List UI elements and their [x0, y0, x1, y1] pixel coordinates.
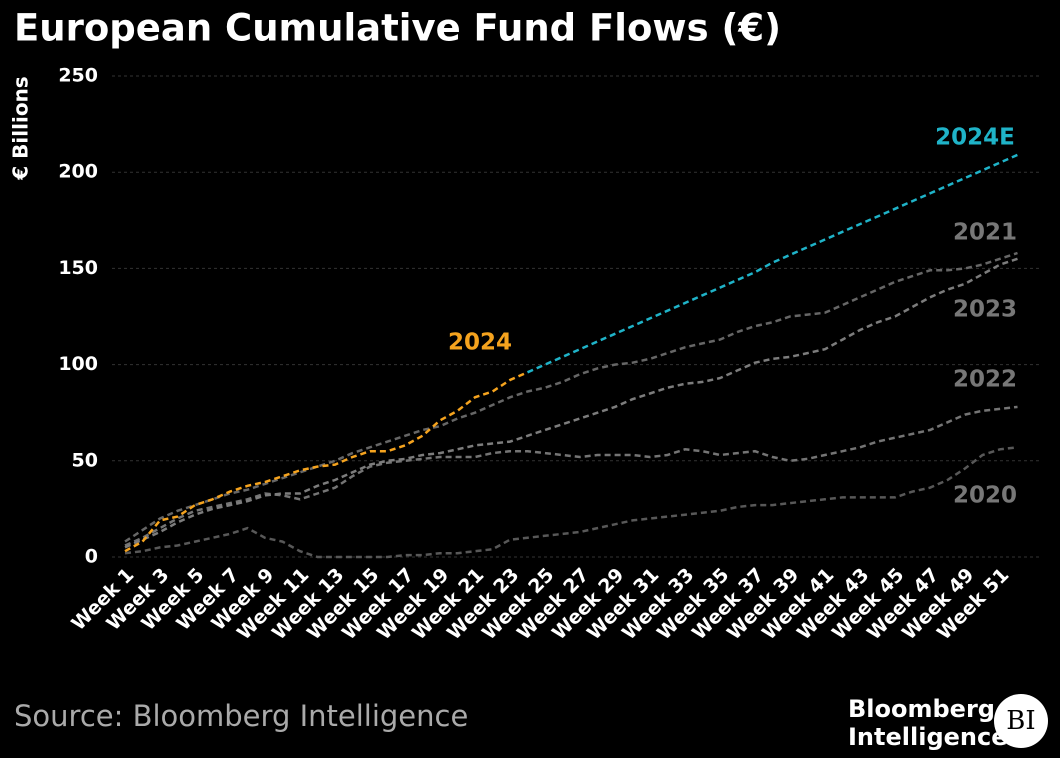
- series-line: [124, 251, 1018, 543]
- series-label: 2020: [953, 483, 1017, 509]
- series-line: [124, 257, 1018, 549]
- y-tick-label: 200: [58, 161, 98, 183]
- y-tick-label: 150: [58, 257, 98, 279]
- series-label: 2024E: [935, 125, 1015, 151]
- y-tick-label: 50: [72, 449, 98, 471]
- logo-badge-text: BI: [1006, 706, 1035, 736]
- series-label: 2022: [953, 367, 1017, 393]
- series-line: [124, 446, 1018, 559]
- series-line: [124, 405, 1018, 547]
- series-label: 2021: [953, 220, 1017, 246]
- logo-text: Intelligence: [848, 723, 1008, 751]
- chart-title: European Cumulative Fund Flows (€): [14, 7, 781, 50]
- series-label: 2023: [953, 297, 1017, 323]
- y-tick-label: 100: [58, 353, 98, 375]
- source: Source: Bloomberg Intelligence: [14, 699, 468, 733]
- logo-text: Bloomberg: [848, 695, 995, 723]
- y-tick-label: 0: [85, 546, 98, 568]
- y-axis-label: € Billions: [9, 76, 33, 180]
- y-tick-label: 250: [58, 65, 98, 87]
- series-line: [124, 371, 529, 553]
- series-line: [526, 153, 1019, 374]
- series-label: 2024: [448, 330, 512, 356]
- logo-badge: [994, 694, 1048, 748]
